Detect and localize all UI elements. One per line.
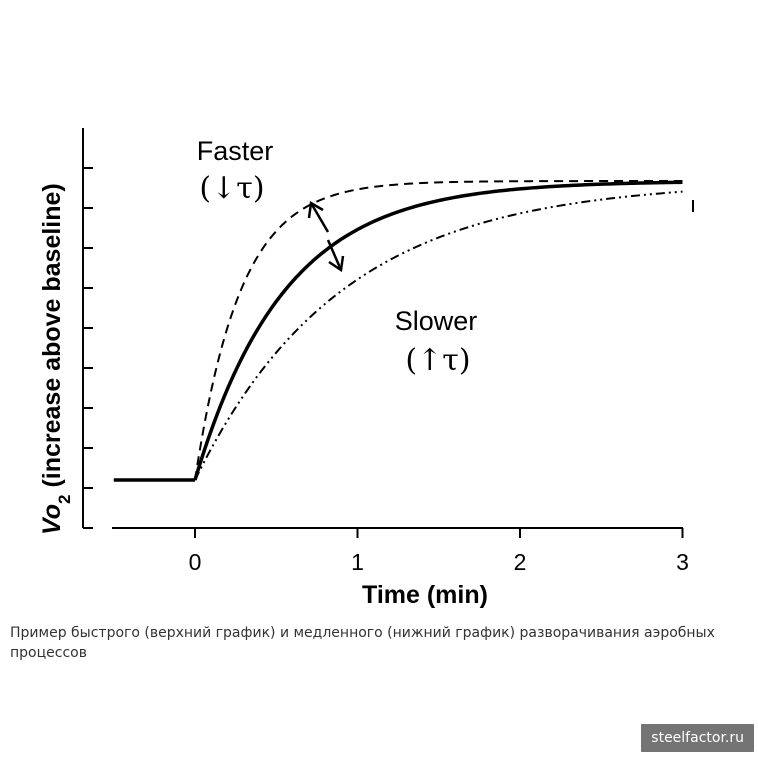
- series-line-dash-dot-dot: [194, 190, 683, 481]
- x-tick-label: 3: [676, 549, 689, 575]
- arrow-slower-shaft: [326, 239, 343, 271]
- y-axis-label: Vo2 (increase above baseline): [38, 183, 74, 535]
- y-axis-label-sub: 2: [55, 495, 74, 504]
- arrow-faster-head: [307, 200, 324, 219]
- chart-axes: 0 1 2 3: [82, 128, 694, 575]
- annotation-slower: Slower: [395, 306, 478, 336]
- x-tick-label: 2: [514, 549, 527, 575]
- series-line-solid: [193, 180, 683, 481]
- figure-caption: Пример быстрого (верхний график) и медле…: [10, 625, 715, 661]
- y-axis-label-rest: (increase above baseline): [38, 183, 66, 494]
- annotation-faster-symbol: (↓τ): [199, 171, 264, 206]
- tau-arrows: [307, 200, 345, 273]
- x-tick-label: 0: [189, 549, 202, 575]
- y-axis-label-main: Vo: [38, 504, 66, 535]
- arrow-slower-head: [328, 255, 345, 273]
- x-axis-label: Time (min): [362, 581, 488, 609]
- x-tick-label: 1: [351, 549, 364, 575]
- annotation-slower-symbol: (↑τ): [405, 343, 470, 378]
- site-watermark[interactable]: steelfactor.ru: [641, 724, 754, 752]
- series-line-dashed: [194, 180, 683, 481]
- arrow-faster-shaft: [309, 202, 330, 233]
- annotation-faster: Faster: [197, 136, 274, 166]
- chart-series: [113, 180, 683, 482]
